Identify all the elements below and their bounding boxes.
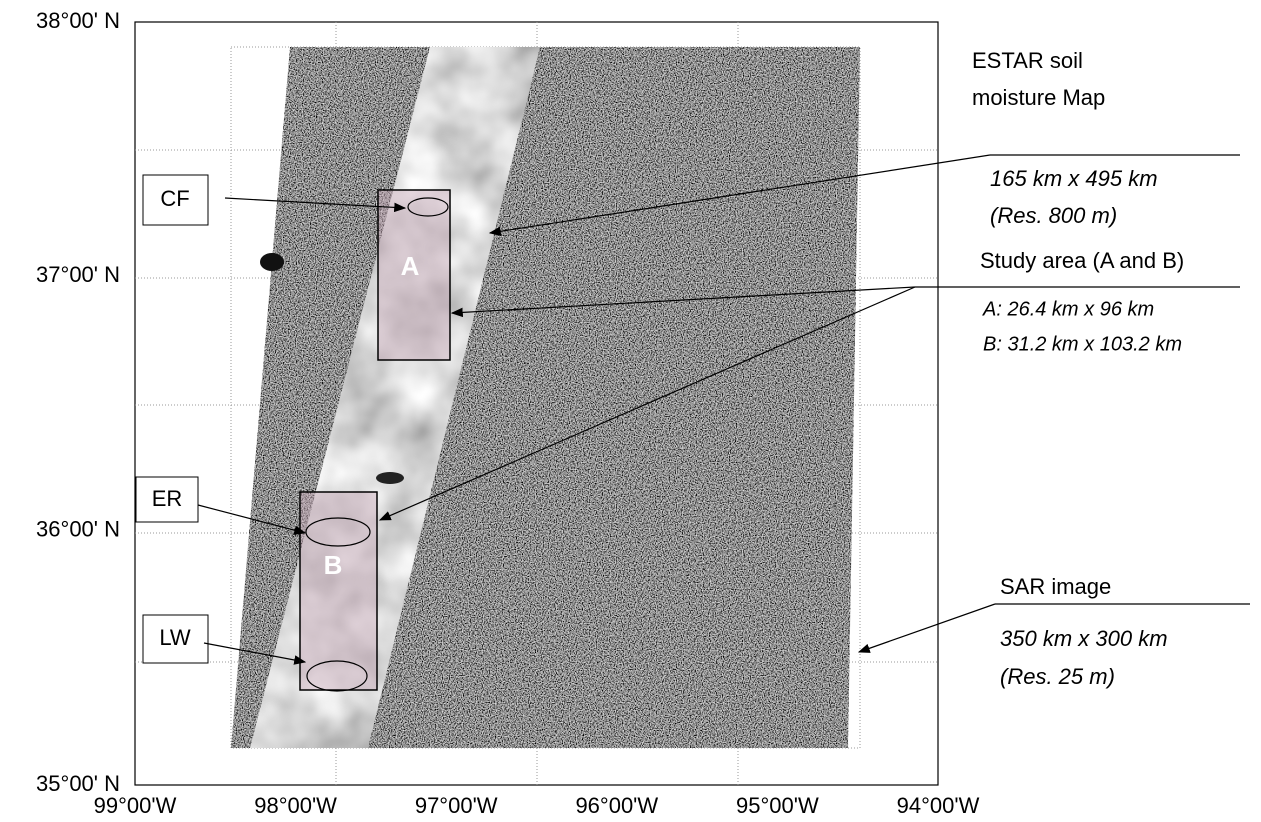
estar-title: ESTAR soil	[972, 48, 1083, 73]
site-label: CF	[160, 186, 189, 211]
area-label: B	[324, 550, 343, 580]
map-figure: A B CF ER LW ESTAR soil moisture Map 165…	[0, 0, 1261, 822]
water-body	[376, 472, 404, 484]
lon-label: 97°00'W	[415, 793, 498, 818]
sar-resolution: (Res. 25 m)	[1000, 664, 1115, 689]
area-label: A	[401, 251, 420, 281]
study-a: A: 26.4 km x 96 km	[982, 298, 1154, 320]
study-b: B: 31.2 km x 103.2 km	[983, 333, 1182, 355]
site-label: LW	[159, 625, 191, 650]
study-area-b	[300, 492, 377, 690]
lat-label: 36°00' N	[36, 516, 120, 541]
lon-label: 99°00'W	[94, 793, 177, 818]
water-body	[260, 253, 284, 271]
lat-label: 38°00' N	[36, 8, 120, 33]
lon-label: 98°00'W	[254, 793, 337, 818]
estar-size: 165 km x 495 km	[990, 166, 1158, 191]
lon-label: 94°00'W	[897, 793, 980, 818]
estar-resolution: (Res. 800 m)	[990, 203, 1117, 228]
sar-title: SAR image	[1000, 574, 1111, 599]
lon-label: 95°00'W	[736, 793, 819, 818]
lat-label: 37°00' N	[36, 262, 120, 287]
study-title: Study area (A and B)	[980, 248, 1184, 273]
lon-label: 96°00'W	[575, 793, 658, 818]
site-label: ER	[152, 486, 183, 511]
estar-title: moisture Map	[972, 85, 1105, 110]
sar-size: 350 km x 300 km	[1000, 626, 1168, 651]
